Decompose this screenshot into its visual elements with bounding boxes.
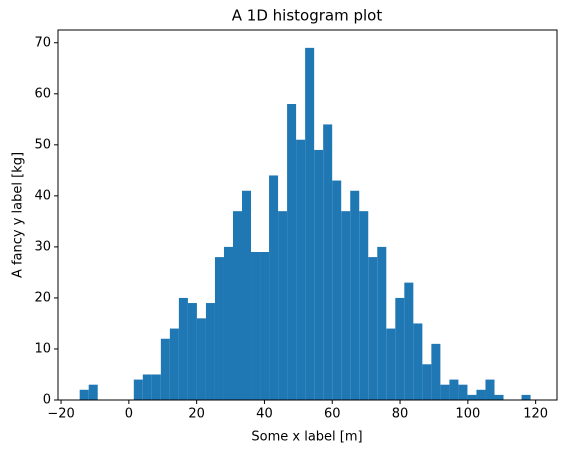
bar — [323, 124, 333, 401]
y-tick-label: 30 — [34, 239, 51, 254]
bar — [350, 190, 360, 400]
bar — [187, 303, 197, 400]
bar — [305, 47, 315, 401]
bar — [205, 303, 215, 400]
bar — [377, 246, 387, 400]
y-tick-label: 40 — [34, 188, 51, 203]
bar — [359, 211, 369, 400]
plot-frame — [57, 29, 558, 401]
bar — [404, 282, 414, 400]
bar — [142, 374, 152, 400]
x-tick-label: 80 — [392, 407, 409, 422]
bar — [242, 190, 252, 400]
bar — [269, 175, 279, 400]
bar — [260, 252, 270, 400]
y-tick-label: 10 — [34, 341, 51, 356]
bar — [422, 364, 432, 400]
x-tick-label: 100 — [455, 407, 480, 422]
bar — [332, 180, 342, 400]
bar — [386, 328, 396, 400]
bar — [413, 323, 423, 400]
x-tick-label: 0 — [125, 407, 133, 422]
x-tick-label: 60 — [324, 407, 341, 422]
bar — [169, 328, 179, 400]
bar — [314, 149, 324, 400]
bar — [458, 384, 468, 400]
bar — [476, 389, 486, 400]
x-tick-label: 40 — [256, 407, 273, 422]
bar — [178, 297, 188, 400]
bar — [341, 211, 351, 400]
y-tick-label: 0 — [43, 393, 51, 408]
bar — [88, 384, 98, 400]
y-tick-label: 60 — [34, 86, 51, 101]
x-axis-label: Some x label [m] — [251, 430, 362, 445]
bar — [431, 343, 441, 400]
bar — [151, 374, 161, 400]
y-axis-label: A fancy y label [kg] — [11, 152, 26, 278]
x-tick-label: 120 — [523, 407, 548, 422]
bar — [521, 394, 531, 400]
bar — [494, 394, 504, 400]
bar — [278, 211, 288, 400]
x-tick-label: −20 — [47, 407, 74, 422]
bar — [440, 384, 450, 400]
bar — [214, 257, 224, 400]
bar — [395, 297, 405, 400]
bar — [287, 104, 297, 400]
bar — [133, 379, 143, 400]
y-tick-label: 50 — [34, 137, 51, 152]
bar — [232, 211, 243, 400]
x-tick-label: 20 — [188, 407, 205, 422]
bar — [485, 379, 495, 400]
y-tick-label: 70 — [34, 35, 51, 50]
bar — [368, 257, 378, 400]
bar — [467, 394, 477, 400]
chart-title: A 1D histogram plot — [232, 7, 383, 25]
bar — [160, 338, 170, 400]
bar — [296, 139, 306, 401]
bar — [196, 318, 206, 400]
y-tick-label: 20 — [34, 290, 51, 305]
bar — [449, 379, 459, 400]
bar — [251, 252, 261, 400]
bar — [79, 389, 89, 400]
bar — [223, 246, 233, 400]
